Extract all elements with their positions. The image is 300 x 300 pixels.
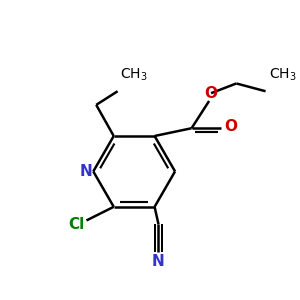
Text: Cl: Cl [69, 217, 85, 232]
Text: N: N [79, 164, 92, 179]
Text: CH$_3$: CH$_3$ [269, 67, 297, 83]
Text: N: N [152, 254, 165, 269]
Text: O: O [224, 119, 237, 134]
Text: CH$_3$: CH$_3$ [120, 67, 147, 83]
Text: O: O [205, 86, 218, 101]
